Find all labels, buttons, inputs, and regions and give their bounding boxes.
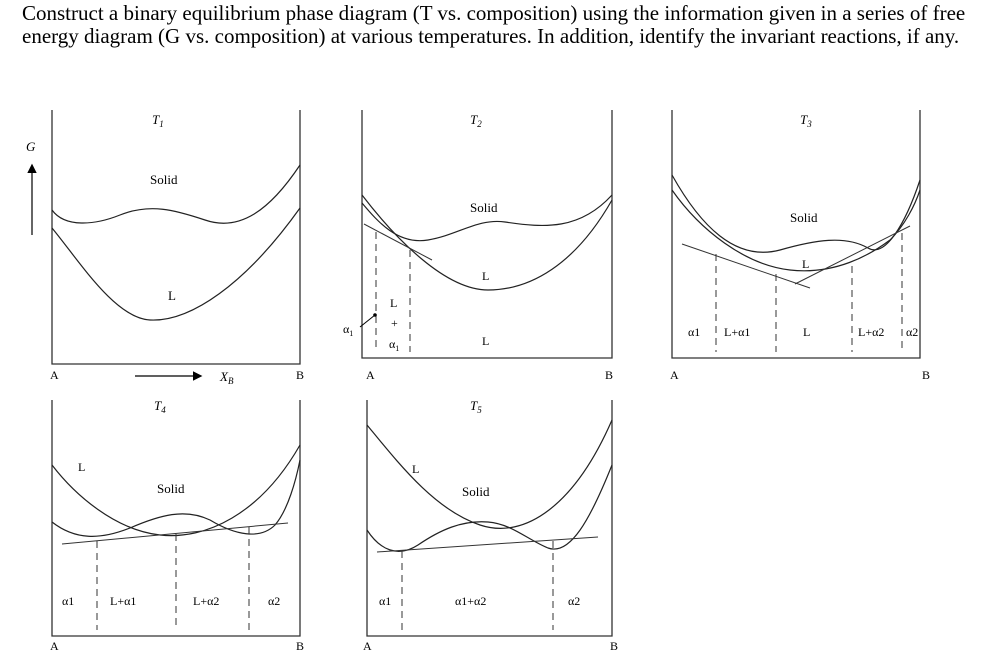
t5-solid-curve <box>366 464 613 552</box>
t2-end-b: B <box>605 368 613 382</box>
t2-end-a: A <box>366 368 375 382</box>
t4-end-b: B <box>296 639 304 653</box>
panel-t1: T1 Solid L A B XB <box>50 110 304 386</box>
t2-solid-curve <box>361 194 613 242</box>
g-axis: G <box>26 139 37 235</box>
panel-t2-frame <box>361 110 613 359</box>
t2-alpha1-point <box>373 313 377 317</box>
panel-t2-temp: T2 <box>470 112 482 129</box>
t2-alpha1-pointer <box>359 314 376 328</box>
panel-t3-frame <box>671 110 921 359</box>
t5-region-alpha1-alpha2: α1+α2 <box>455 594 486 608</box>
t1-liquid-curve <box>51 207 301 321</box>
t2-liquid-curve-label: L <box>482 269 489 283</box>
panel-t5: T5 L Solid α1 α1+α2 α2 A B <box>363 398 618 653</box>
panel-t4-frame <box>51 400 301 637</box>
panel-t4: T4 L Solid α1 L+α1 L+α2 α2 A B <box>50 398 304 653</box>
t4-solid-curve <box>51 459 301 537</box>
t4-solid-label: Solid <box>157 481 185 496</box>
t3-solid-label: Solid <box>790 210 818 225</box>
t5-region-alpha2: α2 <box>568 594 580 608</box>
t1-solid-label: Solid <box>150 172 178 187</box>
t4-end-a: A <box>50 639 59 653</box>
t2-two-phase-l: L <box>390 296 397 310</box>
t3-tangent-left <box>681 243 811 289</box>
t3-region-liquid: L <box>803 325 810 339</box>
t3-end-a: A <box>670 368 679 382</box>
t4-region-alpha2: α2 <box>268 594 280 608</box>
t5-liquid-curve <box>366 419 613 529</box>
t5-end-b: B <box>610 639 618 653</box>
t2-common-tangent <box>363 223 433 261</box>
t3-region-alpha1: α1 <box>688 325 700 339</box>
xb-axis-label: XB <box>219 369 234 386</box>
t3-end-b: B <box>922 368 930 382</box>
panel-t5-temp: T5 <box>470 398 482 415</box>
t4-region-alpha1: α1 <box>62 594 74 608</box>
panel-t1-temp: T1 <box>152 112 164 129</box>
t3-region-l-alpha1: L+α1 <box>724 325 750 339</box>
t3-region-l-alpha2: L+α2 <box>858 325 884 339</box>
t5-common-tangent <box>376 536 599 553</box>
panel-t3: T3 Solid L α1 L+α1 L L+α2 α2 A B <box>670 110 930 382</box>
t1-end-a: A <box>50 368 59 382</box>
panel-t5-frame <box>366 400 613 637</box>
t5-region-alpha1: α1 <box>379 594 391 608</box>
t4-region-l-alpha2: L+α2 <box>193 594 219 608</box>
t1-solid-curve <box>51 164 301 224</box>
t3-liquid-curve-label: L <box>802 257 809 271</box>
t1-end-b: B <box>296 368 304 382</box>
panel-t3-temp: T3 <box>800 112 812 129</box>
t3-liquid-curve <box>671 189 921 272</box>
t4-common-tangent <box>61 522 289 545</box>
t2-liquid-curve <box>361 194 613 291</box>
t2-region-alpha1: α1 <box>343 322 353 338</box>
t1-liquid-label: L <box>168 288 176 303</box>
g-axis-label: G <box>26 139 36 154</box>
t5-liquid-curve-label: L <box>412 462 419 476</box>
t4-region-l-alpha1: L+α1 <box>110 594 136 608</box>
panel-t4-temp: T4 <box>154 398 166 415</box>
t3-tangent-right <box>794 225 911 285</box>
question-text: Construct a binary equilibrium phase dia… <box>22 1 966 48</box>
t2-two-phase-plus: + <box>391 316 398 330</box>
panel-t2: T2 Solid L L α1 L + α1 A B <box>343 110 613 382</box>
t5-end-a: A <box>363 639 372 653</box>
t5-solid-label: Solid <box>462 484 490 499</box>
t2-solid-label: Solid <box>470 200 498 215</box>
t3-region-alpha2: α2 <box>906 325 918 339</box>
t2-two-phase-alpha: α1 <box>389 337 399 353</box>
panel-t1-frame <box>51 110 301 365</box>
t2-region-liquid: L <box>482 334 489 348</box>
t4-liquid-curve-label: L <box>78 460 85 474</box>
